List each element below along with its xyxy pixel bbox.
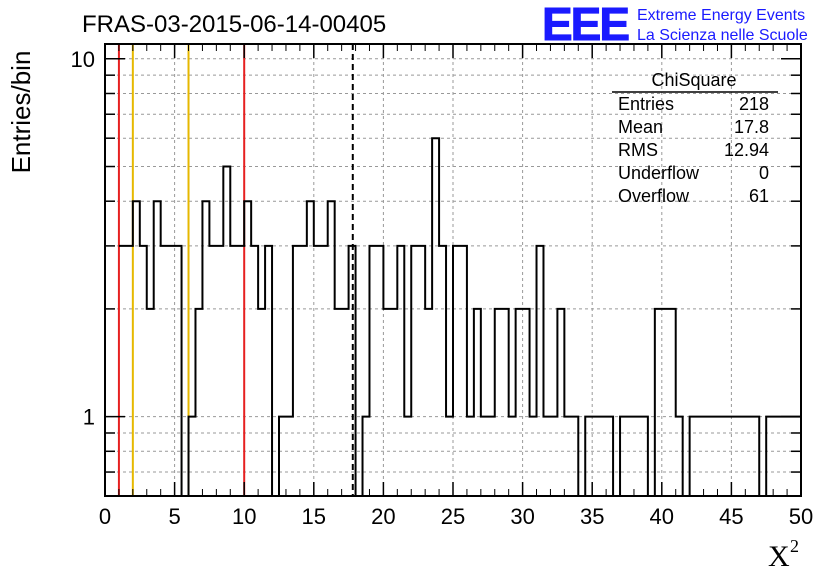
x-tick-label: 50 xyxy=(789,504,813,529)
eee-logo-line2: La Scienza nelle Scuole xyxy=(637,27,808,44)
x-tick-label: 25 xyxy=(441,504,465,529)
histogram-layer xyxy=(119,138,801,496)
stats-title: ChiSquare xyxy=(651,70,736,90)
stats-label-underflow: Underflow xyxy=(618,163,700,183)
stats-label-rms: RMS xyxy=(618,140,658,160)
x-tick-label: 35 xyxy=(580,504,604,529)
stats-label-entries: Entries xyxy=(618,94,674,114)
x-tick-label: 15 xyxy=(302,504,326,529)
chart-title: FRAS-03-2015-06-14-00405 xyxy=(82,11,386,38)
eee-logo-mark: EEE xyxy=(542,0,628,50)
y-tick-label: 10 xyxy=(71,47,95,72)
stats-value-mean: 17.8 xyxy=(734,117,769,137)
y-tick-label: 1 xyxy=(83,405,95,430)
stats-value-overflow: 61 xyxy=(749,186,769,206)
x-axis-title-main: X xyxy=(768,540,790,572)
x-tick-label: 40 xyxy=(650,504,674,529)
x-tick-label: 20 xyxy=(371,504,395,529)
x-tick-label: 30 xyxy=(510,504,534,529)
x-axis-title: X 2 xyxy=(768,536,799,572)
stats-value-rms: 12.94 xyxy=(724,140,769,160)
x-tick-label: 10 xyxy=(232,504,256,529)
y-tick-labels: 1 10 xyxy=(71,47,95,430)
y-axis-title: Entries/bin xyxy=(6,51,36,174)
eee-logo-line1: Extreme Energy Events xyxy=(637,7,805,24)
x-tick-label: 45 xyxy=(719,504,743,529)
x-tick-labels: 0 5 10 15 20 25 30 35 40 45 50 xyxy=(99,504,813,529)
stats-label-overflow: Overflow xyxy=(618,186,690,206)
x-tick-label: 0 xyxy=(99,504,111,529)
stats-value-underflow: 0 xyxy=(759,163,769,183)
x-axis-title-superscript: 2 xyxy=(790,536,799,556)
stats-label-mean: Mean xyxy=(618,117,663,137)
histogram-outline xyxy=(119,138,801,496)
stats-value-entries: 218 xyxy=(739,94,769,114)
eee-logo: EEE Extreme Energy Events La Scienza nel… xyxy=(542,0,808,50)
x-tick-label: 5 xyxy=(168,504,180,529)
